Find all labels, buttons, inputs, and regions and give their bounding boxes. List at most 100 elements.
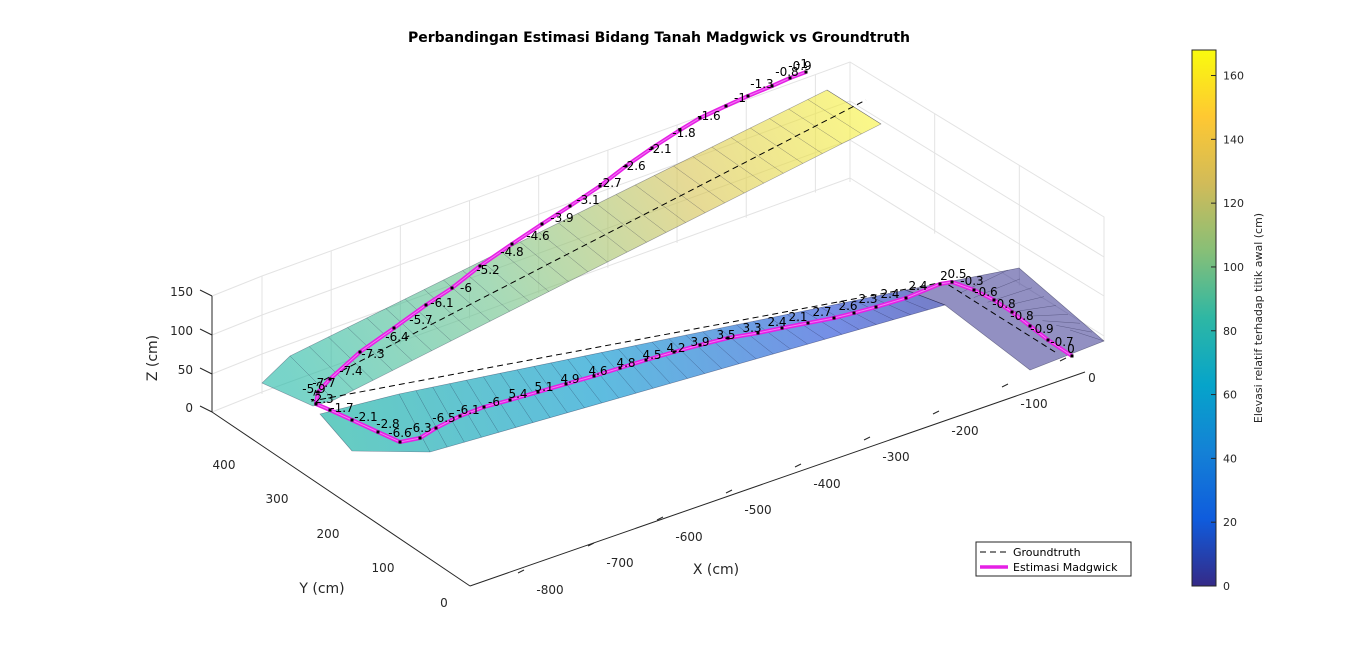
point-label: 0 [1067, 342, 1075, 356]
x-tick-label: 0 [1088, 371, 1096, 385]
point-label: 3.3 [742, 321, 761, 335]
point-label: -3.9 [550, 211, 573, 225]
madgwick-point [725, 105, 728, 108]
x-tick-label: -200 [951, 424, 978, 438]
point-label: 5.1 [534, 380, 553, 394]
x-tick-mark [1002, 384, 1008, 387]
point-label: -3.1 [576, 193, 599, 207]
x-tick-label: -700 [606, 556, 633, 570]
z-tick-label: 100 [170, 324, 193, 338]
point-label: 4.6 [588, 364, 607, 378]
grid-line [850, 140, 1104, 296]
point-label: 3.5 [716, 328, 735, 342]
colorbar-tick-label: 120 [1223, 197, 1244, 210]
point-label: -1 [734, 91, 746, 105]
point-label: -0.8 [1010, 309, 1033, 323]
point-label: -6.1 [430, 296, 453, 310]
x-tick-label: -400 [813, 477, 840, 491]
madgwick-point [905, 297, 908, 300]
point-label: -6.5 [432, 411, 455, 425]
madgwick-point [483, 406, 486, 409]
x-tick-mark [864, 437, 870, 440]
colorbar-tick-label: 140 [1223, 133, 1244, 146]
point-label: -6.3 [408, 421, 431, 435]
point-label: -4.6 [526, 229, 549, 243]
point-label: 2.1 [788, 310, 807, 324]
madgwick-point [1047, 339, 1050, 342]
z-axis-label: Z (cm) [145, 335, 161, 381]
madgwick-point [419, 437, 422, 440]
x-tick-mark [795, 464, 801, 467]
point-label: -2.1 [354, 410, 377, 424]
point-label: 0.5 [947, 267, 966, 281]
point-label: -1.3 [750, 77, 773, 91]
point-label: -6.1 [456, 403, 479, 417]
x-axis-label: X (cm) [693, 562, 739, 578]
chart-title: Perbandingan Estimasi Bidang Tanah Madgw… [408, 30, 910, 46]
colorbar-tick-label: 20 [1223, 516, 1237, 529]
y-tick-label: 400 [213, 458, 236, 472]
legend-madgwick-label: Estimasi Madgwick [1013, 561, 1118, 574]
point-label: -2.6 [622, 159, 645, 173]
colorbar-tick-label: 40 [1223, 452, 1237, 465]
point-label: 2.6 [838, 299, 857, 313]
x-tick-label: -800 [536, 583, 563, 597]
x-tick-mark [726, 490, 732, 493]
y-tick-label: 200 [317, 527, 340, 541]
y-tick-label: 100 [372, 561, 395, 575]
legend: Groundtruth Estimasi Madgwick [976, 542, 1131, 576]
point-label: -7.3 [361, 347, 384, 361]
colorbar-tick-label: 60 [1223, 389, 1237, 402]
grid-line [212, 392, 262, 412]
madgwick-point [425, 304, 428, 307]
point-label: -6 [460, 281, 472, 295]
point-label: -2.7 [598, 176, 621, 190]
grid-line [212, 315, 262, 335]
z-tick-mark [200, 368, 212, 374]
point-label: 2.4 [767, 315, 786, 329]
point-label: -0.8 [992, 297, 1015, 311]
point-label: -7.4 [339, 364, 362, 378]
point-label: -5.7 [409, 313, 432, 327]
terrain-surface [262, 90, 1104, 452]
point-label: 4.2 [666, 341, 685, 355]
point-label: 5.4 [508, 387, 527, 401]
colorbar-label: Elevasi relatif terhadap titik awal (cm) [1252, 213, 1265, 423]
legend-groundtruth-label: Groundtruth [1013, 546, 1081, 559]
x-tick-mark [518, 570, 524, 573]
colorbar-tick-label: 0 [1223, 580, 1230, 593]
colorbar-tick-label: 100 [1223, 261, 1244, 274]
x-tick-label: -500 [744, 503, 771, 517]
point-label: 2.4 [908, 279, 927, 293]
point-label: -0.9 [1030, 322, 1053, 336]
z-tick-label: 0 [185, 401, 193, 415]
madgwick-point [351, 419, 354, 422]
point-label: -1 [796, 57, 808, 71]
point-labels: -0.70-0.9-0.8-0.8-0.6-0.30.522.42.42.32.… [302, 57, 1075, 440]
z-tick-mark [200, 290, 212, 296]
madgwick-point [451, 287, 454, 290]
grid-line [850, 101, 1104, 257]
z-tick-mark [200, 406, 212, 412]
colorbar: 0 20 40 60 80 100 120 140 160 Elevasi relatif te… [1192, 50, 1265, 593]
madgwick-point [435, 427, 438, 430]
point-label: -6 [488, 395, 500, 409]
x-tick-label: -100 [1020, 397, 1047, 411]
madgwick-point [569, 205, 572, 208]
z-tick-label: 150 [170, 285, 193, 299]
y-tick-label: 0 [440, 596, 448, 610]
point-label: 2.7 [812, 305, 831, 319]
point-label: 4.9 [560, 372, 579, 386]
madgwick-point [833, 317, 836, 320]
point-label: -2.1 [648, 142, 671, 156]
colorbar-gradient [1192, 50, 1216, 586]
madgwick-point [399, 441, 402, 444]
colorbar-tick-label: 160 [1223, 70, 1244, 83]
point-label: -2.8 [376, 417, 399, 431]
point-label: 2.4 [880, 287, 899, 301]
x-tick-mark [933, 411, 939, 414]
point-label: -1.6 [697, 109, 720, 123]
point-label: -6.4 [385, 330, 408, 344]
